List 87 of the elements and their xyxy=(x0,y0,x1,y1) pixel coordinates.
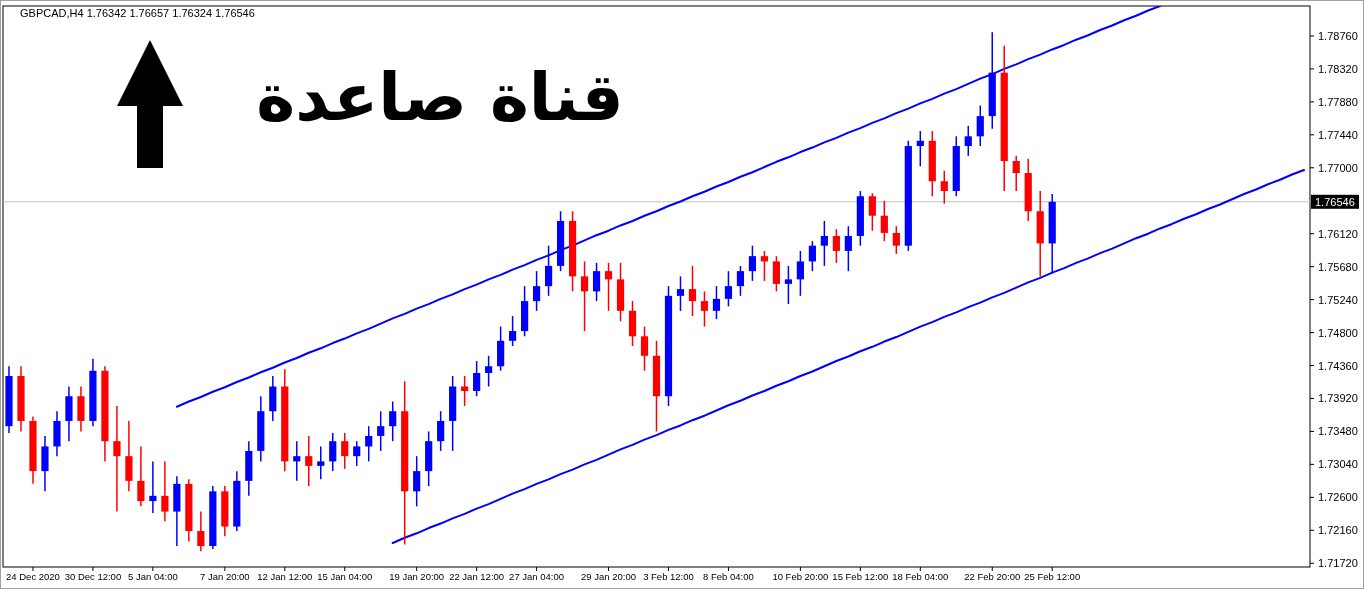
y-tick-label: 1.72160 xyxy=(1318,524,1358,537)
candlestick xyxy=(1012,155,1020,192)
y-tick-label: 1.71720 xyxy=(1318,557,1358,570)
x-tick-label: 22 Feb 20:00 xyxy=(964,571,1021,582)
candlestick xyxy=(604,262,613,312)
candlestick xyxy=(940,170,948,205)
candlestick xyxy=(880,199,888,242)
y-tick-label: 1.78320 xyxy=(1318,62,1358,75)
x-tick-label: 18 Feb 04:00 xyxy=(892,571,949,582)
y-tick-label: 1.77000 xyxy=(1318,161,1358,174)
candlestick xyxy=(293,440,301,482)
y-tick-label: 1.74360 xyxy=(1318,359,1358,372)
candlestick xyxy=(113,405,121,513)
candlestick xyxy=(329,432,337,472)
candlestick xyxy=(832,228,840,264)
candlestick xyxy=(772,255,781,293)
candlestick xyxy=(868,192,876,232)
candlestick xyxy=(592,262,601,302)
x-tick-label: 15 Feb 12:00 xyxy=(832,571,889,582)
x-tick-label: 3 Feb 12:00 xyxy=(643,571,694,582)
candlestick xyxy=(485,355,493,388)
candlestick xyxy=(413,455,421,508)
ref-line-label: 1.76546 xyxy=(1315,195,1355,208)
x-tick-label: 7 Jan 20:00 xyxy=(200,571,250,582)
annotation: قناة صاعدة xyxy=(256,59,624,136)
x-tick-label: 24 Dec 2020 xyxy=(6,571,60,582)
y-tick-label: 1.73040 xyxy=(1318,458,1358,471)
candlestick xyxy=(640,325,649,372)
y-tick-label: 1.78760 xyxy=(1318,29,1358,42)
candlestick xyxy=(784,265,792,305)
x-tick-label: 8 Feb 04:00 xyxy=(703,571,754,582)
x-tick-label: 5 Jan 04:00 xyxy=(128,571,178,582)
candlestick xyxy=(844,225,852,272)
y-tick-label: 1.77440 xyxy=(1318,128,1358,141)
candlestick xyxy=(688,265,697,317)
x-tick-label: 29 Jan 20:00 xyxy=(581,571,637,582)
candlestick xyxy=(305,435,313,487)
line-series xyxy=(391,169,1305,545)
y-tick-label: 1.75240 xyxy=(1318,293,1358,306)
x-tick-label: 30 Dec 12:00 xyxy=(64,571,122,582)
candlestick xyxy=(353,440,361,467)
candlestick xyxy=(796,250,804,297)
candlestick xyxy=(724,270,733,308)
candlestick xyxy=(437,410,445,452)
y-tick-label: 1.74800 xyxy=(1318,326,1358,339)
candlestick xyxy=(892,225,900,255)
x-tick-label: 10 Feb 20:00 xyxy=(772,571,829,582)
candlestick xyxy=(389,400,397,442)
candlestick xyxy=(700,290,709,328)
chart-title: GBPCAD,H4 1.76342 1.76657 1.76324 1.76546 xyxy=(20,7,255,19)
y-tick-label: 1.76120 xyxy=(1318,227,1358,240)
y-tick-label: 1.77880 xyxy=(1318,95,1358,108)
candlestick xyxy=(341,432,349,470)
candlestick xyxy=(377,410,385,452)
candlestick xyxy=(976,104,984,147)
candlestick xyxy=(820,220,828,267)
candlestick xyxy=(760,250,769,282)
x-tick-label: 12 Jan 12:00 xyxy=(257,571,313,582)
candlestick xyxy=(964,125,972,157)
y-tick-label: 1.72600 xyxy=(1318,491,1358,504)
x-tick-label: 22 Jan 12:00 xyxy=(449,571,505,582)
candlestick xyxy=(137,445,145,508)
y-tick-label: 1.75680 xyxy=(1318,260,1358,273)
x-tick-label: 19 Jan 20:00 xyxy=(389,571,445,582)
candlestick xyxy=(712,285,721,320)
x-tick-label: 27 Jan 04:00 xyxy=(509,571,565,582)
y-tick-label: 1.73480 xyxy=(1318,425,1358,438)
y-tick-label: 1.73920 xyxy=(1318,392,1358,405)
candlestick xyxy=(197,510,205,553)
candlestick xyxy=(580,260,589,332)
candlestick xyxy=(808,240,816,272)
candlestick xyxy=(365,425,373,463)
x-tick-label: 25 Feb 12:00 xyxy=(1024,571,1081,582)
candlestick xyxy=(473,360,481,397)
x-tick-label: 15 Jan 04:00 xyxy=(317,571,373,582)
candlestick xyxy=(509,315,517,347)
candlestick xyxy=(748,244,757,282)
line-series xyxy=(175,6,1162,408)
candlestick xyxy=(461,375,469,407)
candlestick xyxy=(149,460,157,514)
candlestick xyxy=(533,270,541,312)
candlestick xyxy=(317,445,325,481)
candlestick xyxy=(736,265,745,297)
candlestick xyxy=(916,130,924,168)
candlestick xyxy=(161,460,169,523)
candlestick xyxy=(544,244,553,297)
candlestick xyxy=(676,275,685,312)
